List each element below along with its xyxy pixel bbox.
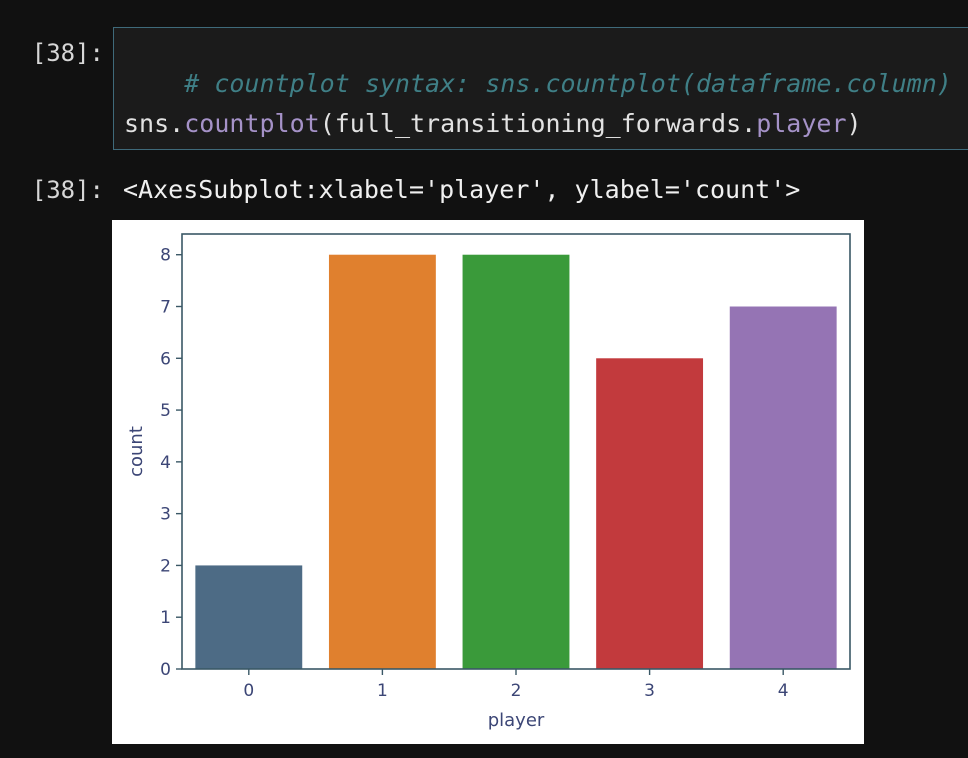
y-tick-label: 7 xyxy=(160,298,171,318)
code-module: sns. xyxy=(124,109,185,138)
code-function: countplot xyxy=(184,109,320,138)
bar-player-1 xyxy=(328,254,436,669)
y-tick-label: 4 xyxy=(160,453,171,473)
x-tick-label: 1 xyxy=(377,681,388,701)
y-tick-label: 3 xyxy=(160,505,171,525)
code-argument: (full_transitioning_forwards. xyxy=(319,109,757,138)
y-tick-label: 0 xyxy=(160,660,171,680)
x-axis-label: player xyxy=(488,710,545,731)
y-tick-label: 6 xyxy=(160,349,171,369)
code-attribute: player xyxy=(756,109,847,138)
code-comment-line: # countplot syntax: sns.countplot(datafr… xyxy=(124,39,952,129)
plot-output: 0 1 2 3 4 5 6 7 8 0 1 2 3 4 count player xyxy=(112,220,864,744)
bar-player-3 xyxy=(596,358,704,669)
input-prompt: [38]: xyxy=(31,39,104,67)
code-cell[interactable]: # countplot syntax: sns.countplot(datafr… xyxy=(113,27,968,150)
x-tick-label: 4 xyxy=(778,681,789,701)
y-tick-label: 1 xyxy=(160,608,171,628)
x-tick-label: 3 xyxy=(644,681,655,701)
bar-player-0 xyxy=(195,565,303,669)
countplot-chart: 0 1 2 3 4 5 6 7 8 0 1 2 3 4 count player xyxy=(126,233,851,731)
bar-player-2 xyxy=(462,254,570,669)
output-prompt: [38]: xyxy=(31,176,104,204)
code-close-paren: ) xyxy=(846,109,862,138)
bar-player-4 xyxy=(729,306,837,669)
output-repr: <AxesSubplot:xlabel='player', ylabel='co… xyxy=(123,175,801,204)
y-tick-label: 5 xyxy=(160,401,171,421)
y-tick-label: 2 xyxy=(160,556,171,576)
code-comment: # countplot syntax: sns.countplot(datafr… xyxy=(184,69,952,98)
y-tick-label: 8 xyxy=(160,246,171,266)
axes-frame xyxy=(181,233,851,670)
y-axis-label: count xyxy=(126,426,147,477)
code-statement-line: sns.countplot(full_transitioning_forward… xyxy=(124,109,862,139)
x-tick-label: 0 xyxy=(243,681,254,701)
x-tick-label: 2 xyxy=(511,681,522,701)
